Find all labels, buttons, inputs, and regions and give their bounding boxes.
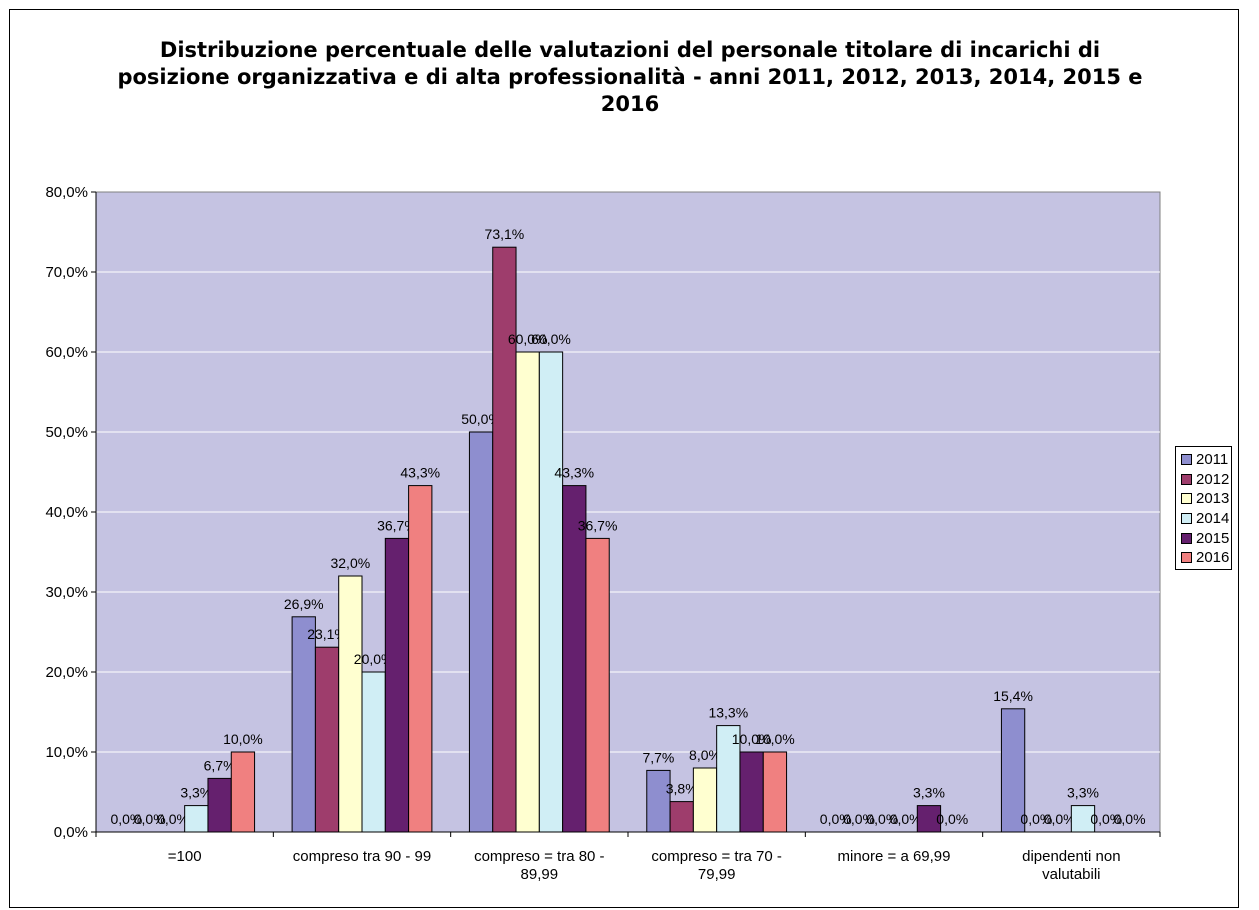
data-label: 60,0% [508,331,548,347]
y-tick-label: 60,0% [45,344,88,361]
bar [468,431,494,833]
data-label: 0,0% [134,811,166,827]
legend-swatch [1181,454,1192,466]
data-label: 7,7% [642,749,674,765]
data-label: 32,0% [330,555,370,571]
data-label: 6,7% [204,757,236,773]
legend-item: 2011 [1181,450,1231,470]
data-label: 10,0% [732,731,772,747]
bar [207,777,232,833]
y-tick-label: 80,0% [45,184,88,201]
legend-item: 2014 [1181,509,1231,529]
data-label: 0,0% [936,811,968,827]
bar [669,801,694,833]
y-tick-label: 70,0% [45,264,88,281]
data-label: 13,3% [708,705,748,721]
data-label: 0,0% [1044,811,1076,827]
bar [291,616,316,833]
data-label: 0,0% [866,811,898,827]
legend-item: 2015 [1181,528,1231,548]
data-label: 3,3% [1067,785,1099,801]
y-tick-label: 50,0% [45,424,88,441]
data-label: 36,7% [578,517,618,533]
y-tick-label: 0,0% [54,824,88,841]
data-label: 3,8% [666,781,698,797]
legend-swatch [1181,552,1192,564]
legend-item: 2012 [1181,470,1231,490]
data-label: 3,3% [180,785,212,801]
legend-label: 2015 [1196,529,1230,547]
bar [361,671,386,833]
data-label: 60,0% [531,331,571,347]
data-label: 50,0% [461,411,501,427]
x-tick-label: =100 [168,848,202,865]
data-label: 43,3% [554,465,594,481]
bar [314,646,340,833]
bar [1000,708,1026,833]
legend-label: 2014 [1196,510,1230,528]
y-tick-label: 10,0% [45,744,88,761]
legend-swatch [1181,473,1192,485]
y-tick-label: 40,0% [45,504,88,521]
legend-label: 2012 [1196,470,1230,488]
data-label: 36,7% [377,517,417,533]
bar [515,351,540,833]
bar [762,751,788,833]
bar [585,537,610,833]
x-tick-label: dipendenti non valutabili [1022,848,1120,883]
data-label: 26,9% [284,596,324,612]
y-tick-label: 30,0% [45,584,88,601]
bar [916,805,942,833]
data-label: 15,4% [993,688,1033,704]
data-label: 0,0% [890,811,922,827]
data-label: 0,0% [820,811,852,827]
chart-legend: 2011 2012 2013 2014 2015 2016 [1175,446,1232,570]
bar [384,537,410,833]
data-label: 0,0% [110,811,142,827]
data-label: 20,0% [354,651,394,667]
bar [230,751,256,833]
y-tick-label: 20,0% [45,664,88,681]
x-tick-label: compreso tra 90 - 99 [293,848,431,865]
bar [739,751,764,833]
x-tick-label: compreso = tra 70 -79,99 [651,848,781,883]
bar [562,485,587,833]
bar [408,485,433,833]
bar [538,351,564,833]
data-label: 10,0% [223,731,263,747]
data-label: 23,1% [307,626,347,642]
data-label: 8,0% [689,747,721,763]
legend-label: 2016 [1196,549,1230,567]
data-label: 0,0% [157,811,189,827]
bar [1070,805,1096,833]
legend-swatch [1181,493,1192,505]
data-label: 0,0% [1090,811,1122,827]
bar [692,767,718,833]
data-label: 0,0% [1114,811,1146,827]
legend-swatch [1181,513,1192,525]
legend-label: 2011 [1196,451,1229,469]
legend-label: 2013 [1196,490,1230,508]
data-label: 0,0% [1020,811,1052,827]
data-label: 43,3% [400,465,440,481]
x-tick-label: compreso = tra 80 -89,99 [474,848,604,883]
data-label: 0,0% [843,811,875,827]
legend-item: 2016 [1181,548,1231,568]
data-label: 73,1% [485,226,525,242]
bar [184,805,209,833]
legend-swatch [1181,532,1192,544]
x-tick-label: minore = a 69,99 [838,848,951,865]
data-label: 10,0% [755,731,795,747]
data-label: 3,3% [913,785,945,801]
bar [338,575,363,833]
legend-item: 2013 [1181,489,1231,509]
chart-title: Distribuzione percentuale delle valutazi… [117,38,1143,116]
